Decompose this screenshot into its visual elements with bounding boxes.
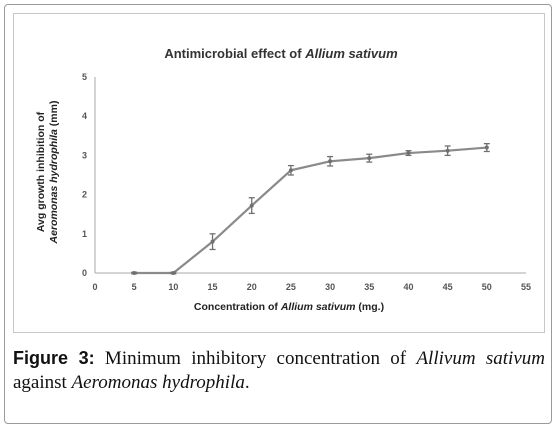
- x-tick-label: 35: [364, 282, 374, 292]
- chart-area: Antimicrobial effect of Allium sativum 0…: [13, 13, 545, 333]
- line-chart: Antimicrobial effect of Allium sativum 0…: [35, 46, 531, 313]
- x-tick-label: 45: [443, 282, 453, 292]
- x-tick-label: 25: [286, 282, 296, 292]
- x-tick-label: 30: [325, 282, 335, 292]
- x-tick-label: 55: [521, 282, 531, 292]
- y-tick-label: 4: [82, 111, 87, 121]
- caption-italic-2: Aeromonas hydrophila: [71, 372, 245, 393]
- chart-title: Antimicrobial effect of Allium sativum: [164, 46, 398, 61]
- data-point: [406, 151, 411, 156]
- x-axis-label-text: Concentration of: [194, 301, 281, 313]
- x-axis-label-suffix: (mg.): [356, 301, 385, 313]
- y-tick-label: 3: [82, 150, 87, 160]
- data-series: [131, 142, 490, 275]
- y-tick-label: 0: [82, 268, 87, 278]
- data-point: [367, 156, 372, 161]
- y-axis-label: Avg growth inhibition of Aeromonas hydro…: [35, 101, 60, 245]
- x-tick-label: 15: [208, 282, 218, 292]
- figure-caption: Figure 3: Minimum inhibitory concentrati…: [13, 346, 545, 395]
- y-tick-label: 1: [82, 229, 87, 239]
- series-line: [134, 146, 487, 275]
- x-axis-label: Concentration of Allium sativum (mg.): [194, 301, 384, 313]
- data-point: [288, 168, 293, 173]
- data-point: [328, 159, 333, 164]
- y-tick-label: 5: [82, 72, 87, 82]
- y-axis-label-suffix: (mm): [48, 101, 60, 130]
- data-point: [484, 145, 489, 150]
- x-tick-label: 5: [132, 282, 137, 292]
- caption-text-3: .: [244, 372, 250, 393]
- y-tick-label: 2: [82, 190, 87, 200]
- caption-text-2: against: [13, 372, 72, 393]
- x-tick-label: 50: [482, 282, 492, 292]
- x-tick-label: 40: [403, 282, 413, 292]
- data-point: [445, 148, 450, 153]
- x-tick-label: 10: [168, 282, 178, 292]
- x-tick-label: 20: [247, 282, 257, 292]
- caption-text-1: Minimum inhibitory concentration of: [94, 348, 417, 369]
- y-axis-label-line1: Avg growth inhibition of: [35, 111, 47, 232]
- caption-label: Figure 3:: [13, 348, 95, 368]
- chart-title-italic: Allium sativum: [304, 46, 398, 61]
- figure-frame: Antimicrobial effect of Allium sativum 0…: [4, 4, 552, 424]
- caption-italic-1: Allivum sativum: [416, 348, 545, 369]
- data-point: [171, 271, 176, 275]
- x-axis-label-italic: Allium sativum: [280, 301, 356, 313]
- y-axis-label-italic: Aeromonas hydrophila: [48, 129, 60, 245]
- data-point: [132, 271, 137, 275]
- y-axis-label-line2: Aeromonas hydrophila (mm): [48, 101, 60, 245]
- data-point: [249, 203, 254, 208]
- chart-title-text: Antimicrobial effect of: [164, 46, 305, 61]
- data-point: [210, 239, 215, 244]
- x-tick-label: 0: [92, 282, 97, 292]
- axes: [94, 77, 526, 274]
